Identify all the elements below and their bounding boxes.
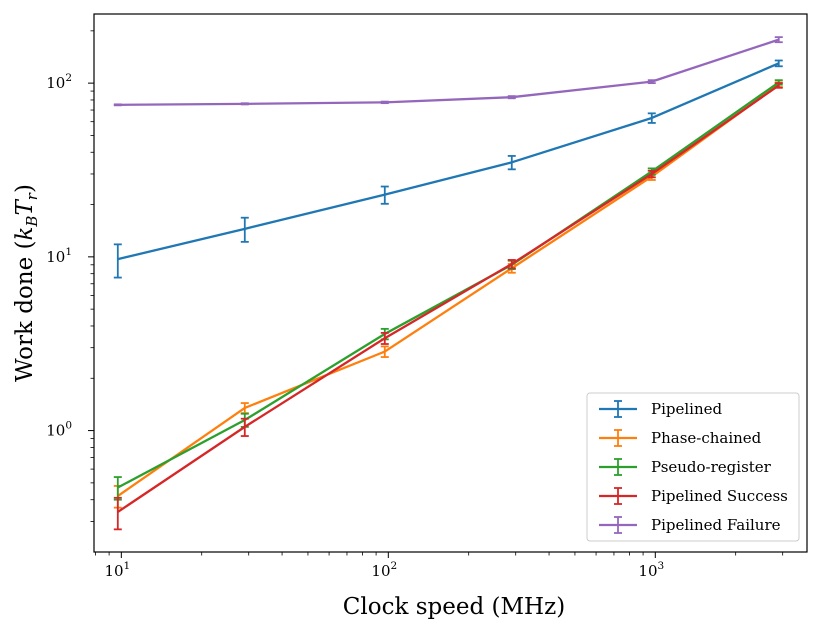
error-bar <box>507 95 516 100</box>
legend-items: Pipelined Phase-chained Pseudo-register Pip… <box>599 400 788 534</box>
legend-label: Pseudo-register <box>651 458 772 476</box>
legend-label: Pipelined Failure <box>651 516 781 534</box>
y-tick-label: 100 <box>46 420 72 440</box>
error-bar <box>507 155 516 171</box>
series-pipelined-failure <box>113 36 783 107</box>
error-bar <box>380 100 389 105</box>
error-bar <box>647 79 656 85</box>
legend-item: Pipelined Failure <box>599 516 781 534</box>
series-pipelined-success <box>113 82 783 531</box>
error-bar <box>380 345 389 358</box>
error-bar <box>380 331 389 345</box>
legend: Pipelined Phase-chained Pseudo-register Pip… <box>586 392 800 542</box>
legend-box <box>586 392 800 542</box>
series-pipelined <box>113 59 783 279</box>
y-axis-label: Work done (kBTr) <box>12 184 41 382</box>
legend-label: Pipelined Success <box>651 487 788 505</box>
legend-label: Phase-chained <box>651 429 762 447</box>
series-line <box>117 84 780 513</box>
legend-item: Pipelined Success <box>599 487 788 505</box>
series-layer <box>113 36 783 531</box>
error-bar <box>507 259 516 270</box>
error-bar <box>113 103 122 107</box>
series-line <box>117 81 780 489</box>
x-tick-label: 102 <box>371 560 397 580</box>
x-tick-label: 101 <box>104 560 130 580</box>
legend-item: Pseudo-register <box>599 458 772 476</box>
x-axis-label: Clock speed (MHz) <box>343 594 565 620</box>
series-line <box>117 62 780 261</box>
legend-item: Phase-chained <box>599 429 762 447</box>
error-bar <box>647 169 656 179</box>
series-line <box>117 83 780 497</box>
y-tick-label: 102 <box>46 72 72 92</box>
series-line <box>117 38 780 106</box>
error-bar <box>113 496 122 531</box>
error-bar <box>240 402 249 415</box>
error-bar <box>380 185 389 205</box>
plot-area: 101 102 103 100 101 102 <box>46 13 808 580</box>
plot-frame <box>93 13 808 553</box>
x-tick-label: 103 <box>638 560 664 580</box>
error-bar <box>647 112 656 124</box>
error-bar <box>240 216 249 243</box>
error-bar <box>774 59 783 68</box>
error-bar <box>240 417 249 437</box>
error-bar <box>240 102 249 106</box>
axes-layer: 101 102 103 100 101 102 <box>46 30 784 580</box>
error-bar <box>774 82 783 89</box>
y-tick-label: 101 <box>46 246 72 266</box>
legend-item: Pipelined <box>599 400 723 418</box>
error-bar <box>113 476 122 501</box>
error-bar <box>113 243 122 279</box>
legend-label: Pipelined <box>651 400 723 418</box>
error-bar <box>774 36 783 44</box>
